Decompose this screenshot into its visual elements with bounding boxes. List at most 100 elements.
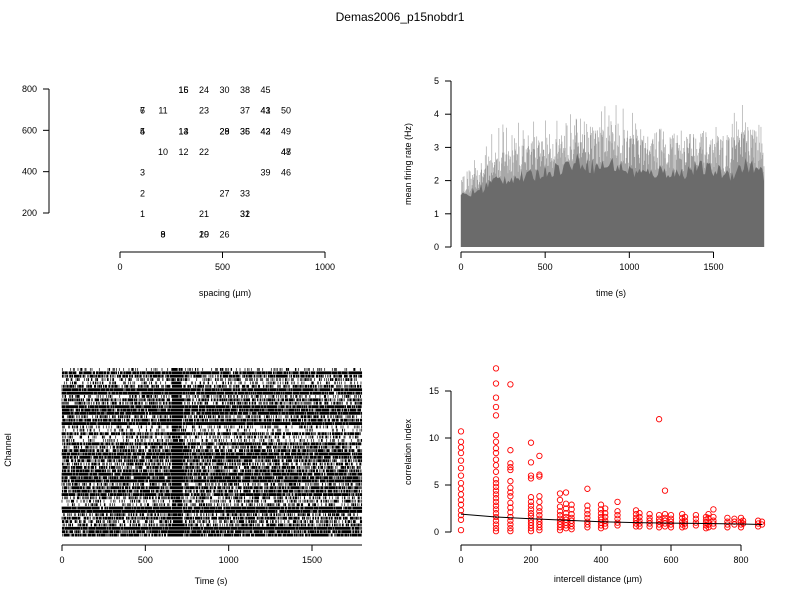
correlation-point: [492, 521, 500, 528]
correlation-point: [457, 516, 465, 523]
raster-channel-row: [61, 489, 363, 493]
correlation-point: [457, 507, 465, 514]
correlation-point: [492, 462, 500, 469]
correlation-point: [614, 511, 621, 519]
electrode-label: 4: [140, 126, 145, 136]
spike-raster-chart: 0 500 1000 1500 Time (s) Channel: [3, 368, 363, 586]
correlation-point: [646, 510, 653, 518]
correlation-point: [507, 521, 514, 528]
correlation-point: [527, 475, 535, 482]
correlation-point: [457, 457, 465, 464]
correlation-point: [492, 506, 500, 513]
correlation-point: [667, 511, 675, 519]
correlation-point: [492, 449, 500, 457]
spike-raster-axes: 0 500 1000 1500: [59, 544, 362, 565]
correlation-point: [507, 381, 514, 388]
electrode-label: 13: [178, 126, 188, 136]
correlation-point: [556, 508, 564, 515]
correlation-point: [507, 513, 514, 521]
electrode-label: 28: [219, 126, 229, 136]
correlation-point: [614, 515, 621, 522]
raster-channel-row: [61, 469, 362, 473]
raster-channel-row: [61, 371, 363, 375]
correlation-points: [457, 365, 766, 535]
electrode-layout-x-tick-label: 500: [215, 262, 230, 272]
correlation-point: [457, 491, 465, 498]
correlation-point: [568, 501, 575, 508]
correlation-point: [536, 471, 543, 478]
electrode-label: 22: [199, 147, 209, 157]
raster-channel-row: [61, 388, 363, 392]
correlation-point: [754, 523, 762, 530]
correlation-axes: 0 200 400 600 800 0 5 10 15: [429, 386, 749, 565]
electrode-label: 45: [260, 85, 270, 95]
correlation-point: [527, 502, 535, 509]
electrode-label: 16: [178, 85, 188, 95]
correlation-point: [492, 476, 500, 483]
spike-raster-x-tick-label: 0: [59, 555, 64, 565]
electrode-label: 41: [260, 106, 270, 116]
electrode-label: 39: [260, 168, 270, 178]
correlation-point: [692, 519, 700, 526]
correlation-point: [584, 507, 591, 514]
correlation-point: [457, 485, 465, 492]
correlation-point: [492, 483, 500, 491]
raster-channel-row: [61, 395, 362, 398]
correlation-x-tick-label: 200: [523, 555, 538, 565]
correlation-point: [536, 473, 543, 480]
correlation-point: [584, 510, 591, 518]
correlation-point: [646, 523, 653, 530]
raster-channel-row: [61, 449, 363, 452]
correlation-point: [705, 510, 712, 518]
electrode-label: 2: [140, 188, 145, 198]
electrode-label: 11: [158, 106, 167, 116]
firing-rate-y-tick-label: 4: [434, 109, 439, 119]
raster-channel-row: [62, 425, 363, 429]
electrode-label: 6: [140, 106, 145, 116]
raster-channel-row: [62, 523, 362, 527]
electrode-labels: 1234567891011121314151619202122232426272…: [140, 85, 291, 240]
correlation-point: [492, 525, 500, 532]
raster-channel-row: [61, 422, 363, 425]
electrode-label: 48: [281, 147, 291, 157]
correlation-point: [597, 510, 605, 517]
correlation-point: [457, 464, 465, 472]
correlation-point: [584, 524, 591, 531]
correlation-point: [507, 466, 514, 474]
correlation-point: [597, 506, 605, 513]
electrode-label: 8: [160, 230, 165, 240]
correlation-point: [457, 428, 465, 435]
spike-raster-x-tick-label: 1500: [302, 555, 322, 565]
electrode-label: 32: [240, 209, 250, 219]
raster-channel-row: [62, 418, 363, 422]
electrode-label: 23: [199, 106, 209, 116]
correlation-point: [614, 498, 621, 506]
correlation-point: [556, 496, 564, 504]
correlation-point: [556, 526, 564, 534]
raster-channel-row: [61, 401, 363, 405]
correlation-point: [527, 525, 535, 532]
correlation-point: [602, 510, 609, 517]
correlation-point: [536, 524, 543, 531]
electrode-layout-x-label: spacing (µm): [199, 288, 251, 298]
spike-raster-x-tick-label: 500: [138, 555, 153, 565]
correlation-point: [492, 527, 500, 535]
correlation-point: [507, 484, 514, 491]
correlation-y-tick-label: 0: [434, 527, 439, 537]
correlation-point: [597, 501, 605, 508]
correlation-point: [655, 511, 663, 519]
correlation-point: [492, 517, 500, 524]
correlation-point: [507, 463, 514, 471]
electrode-label: 9: [160, 230, 165, 240]
electrode-layout-x-tick-label: 0: [117, 262, 122, 272]
correlation-point: [492, 491, 500, 498]
raster-channel-row: [63, 381, 362, 385]
raster-channel-row: [61, 472, 363, 476]
correlation-point: [646, 520, 653, 527]
correlation-point: [492, 432, 500, 439]
correlation-point: [492, 438, 500, 445]
correlation-point: [667, 521, 675, 528]
electrode-layout-chart: 1234567891011121314151619202122232426272…: [22, 84, 335, 298]
correlation-point: [556, 503, 564, 510]
correlation-point: [527, 494, 535, 501]
